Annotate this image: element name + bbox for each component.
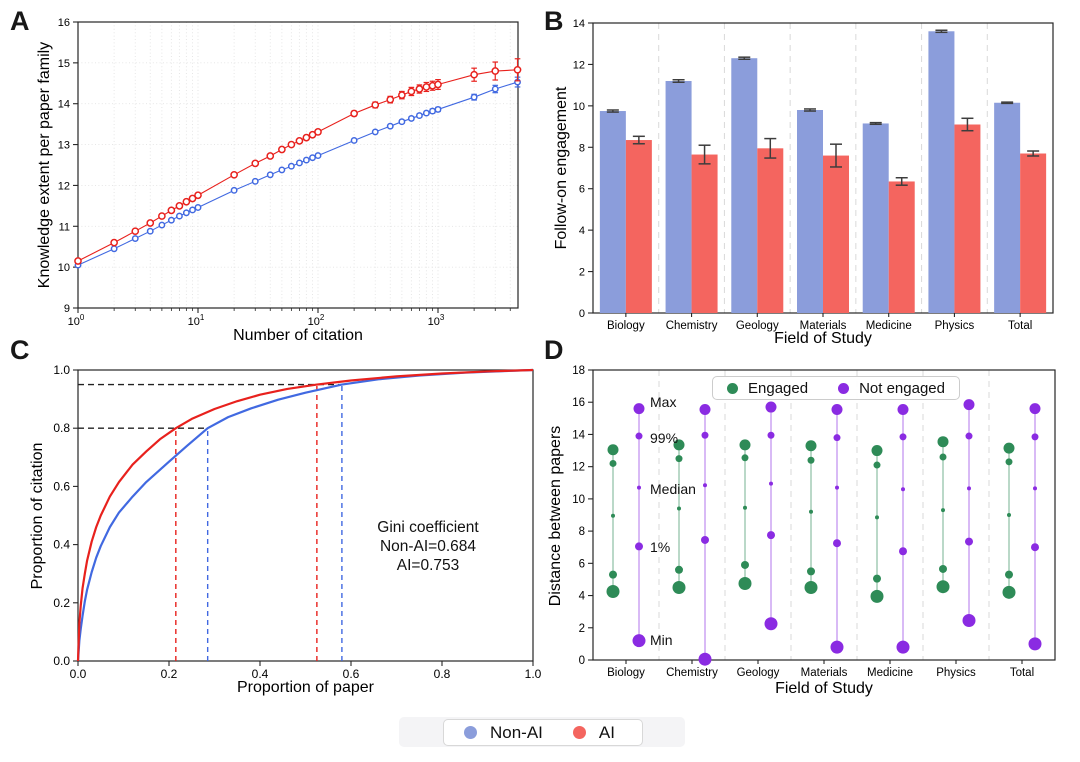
svg-text:Chemistry: Chemistry [666,667,718,679]
svg-text:Biology: Biology [607,667,645,679]
svg-text:14: 14 [572,429,585,441]
svg-text:Materials: Materials [800,320,847,332]
svg-text:12: 12 [572,462,585,474]
svg-text:2: 2 [579,267,585,279]
panel-d-label: D [544,335,564,365]
svg-text:0: 0 [579,655,585,667]
not-engaged-dot-icon [838,382,850,394]
svg-text:2: 2 [579,623,585,635]
svg-text:1.0: 1.0 [525,667,542,681]
svg-text:0.8: 0.8 [53,421,70,435]
svg-text:12: 12 [58,180,70,192]
gini-nonai-value: Non-AI=0.684 [379,538,477,555]
not-engaged-label: Not engaged [859,379,945,397]
svg-text:4: 4 [579,591,586,603]
quantile-label-99: 99% [650,430,679,446]
svg-text:1.0: 1.0 [53,363,70,377]
svg-text:16: 16 [572,397,585,409]
panel-c-ylabel: Proportion of citation [29,442,46,590]
svg-text:18: 18 [572,365,585,377]
svg-text:0.2: 0.2 [53,596,70,610]
svg-text:15: 15 [58,58,70,70]
svg-text:0.8: 0.8 [434,667,451,681]
quantile-label-min: Min [650,632,673,648]
svg-text:12: 12 [573,59,585,71]
svg-text:8: 8 [579,526,585,538]
gini-ai-value: AI=0.753 [396,557,460,574]
non-ai-dot-icon [464,726,477,739]
panel-b-label: B [544,6,564,36]
svg-text:102: 102 [308,313,325,328]
svg-text:16: 16 [58,17,70,29]
svg-text:0.0: 0.0 [70,667,87,681]
svg-text:Physics: Physics [936,667,976,679]
svg-text:10: 10 [573,101,585,113]
ai-label: AI [598,722,615,742]
svg-text:103: 103 [428,313,445,328]
panel-b-xlabel: Field of Study [774,330,872,347]
gini-title: Gini coefficient [377,519,479,536]
panel-a-label: A [10,6,30,36]
svg-text:Geology: Geology [737,667,780,679]
svg-text:Geology: Geology [736,320,779,332]
svg-text:Materials: Materials [801,667,848,679]
svg-text:Chemistry: Chemistry [666,320,718,332]
svg-text:4: 4 [579,225,585,237]
quantile-label-median: Median [650,481,696,497]
gini-annotation: Gini coefficient Non-AI=0.684 AI=0.753 [377,518,478,575]
panel-d-xlabel: Field of Study [775,680,873,697]
non-ai-label: Non-AI [490,722,543,742]
svg-text:6: 6 [579,184,585,196]
engaged-dot-icon [727,382,738,394]
svg-text:0.2: 0.2 [161,667,178,681]
svg-text:0.4: 0.4 [53,538,70,552]
svg-text:8: 8 [579,142,585,154]
svg-text:6: 6 [579,558,585,570]
svg-text:Total: Total [1010,667,1034,679]
svg-text:0: 0 [579,308,585,320]
quantile-label-max: Max [650,394,677,410]
panel-b-ylabel: Follow-on engagement [553,86,570,250]
svg-text:0.6: 0.6 [53,479,70,493]
engaged-label: Engaged [748,379,809,397]
panel-d-legend: Engaged Not engaged [712,376,960,400]
svg-text:0.4: 0.4 [252,667,269,681]
svg-text:11: 11 [59,221,70,233]
svg-text:Medicine: Medicine [867,667,913,679]
svg-text:13: 13 [58,140,70,152]
ai-dot-icon [572,726,586,739]
svg-text:9: 9 [64,303,70,315]
svg-text:Medicine: Medicine [866,320,912,332]
panel-a-xlabel: Number of citation [233,327,363,344]
svg-text:0.0: 0.0 [53,654,70,668]
svg-text:101: 101 [188,313,205,328]
svg-text:0.6: 0.6 [343,667,360,681]
quantile-label-1: 1% [650,539,671,555]
svg-text:10: 10 [572,494,585,506]
svg-text:Total: Total [1008,320,1032,332]
svg-text:10: 10 [58,262,70,274]
svg-text:14: 14 [58,99,70,111]
panel-c-xlabel: Proportion of paper [237,679,374,696]
panel-a-ylabel: Knowledge extent per paper family [36,41,53,289]
svg-text:Physics: Physics [935,320,975,332]
panel-d-ylabel: Distance between papers [547,425,564,607]
bottom-legend: Non-AI AI [443,719,643,746]
panel-c-label: C [10,335,30,365]
svg-text:100: 100 [68,313,85,328]
svg-text:14: 14 [573,18,585,30]
svg-text:Biology: Biology [607,320,645,332]
